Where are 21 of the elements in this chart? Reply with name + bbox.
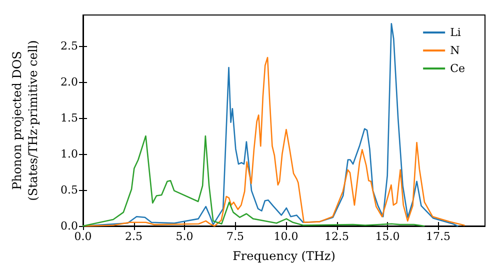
line-series (82, 56, 465, 227)
y-tick-label: 2.5 (60, 39, 78, 52)
y-tick-label: 0.5 (60, 183, 78, 196)
x-tick-label: 10.0 (274, 230, 298, 243)
legend-label: N (450, 44, 460, 57)
y-tick-label: 1.0 (60, 147, 78, 160)
y-tick-label: 1.5 (60, 111, 78, 124)
x-tick-label: 2.5 (125, 230, 143, 243)
y-axis-title: Phonon projected DOS (States/THz·primitive cell) (10, 40, 40, 201)
y-tick-label: 0.0 (60, 220, 78, 232)
line-series (82, 135, 425, 227)
legend-label: Li (450, 26, 462, 39)
x-tick-label: 15.0 (375, 230, 400, 243)
x-tick-label: 12.5 (324, 230, 350, 243)
y-tick-label: 2.0 (60, 75, 78, 88)
legend-label: Ce (450, 62, 466, 75)
x-axis-title: Frequency (THz) (232, 249, 336, 263)
x-tick-label: 17.5 (426, 230, 451, 243)
x-tick-label: 5.0 (176, 230, 194, 243)
x-tick-label: 7.5 (226, 230, 244, 243)
x-tick-label: 0.0 (74, 230, 92, 243)
